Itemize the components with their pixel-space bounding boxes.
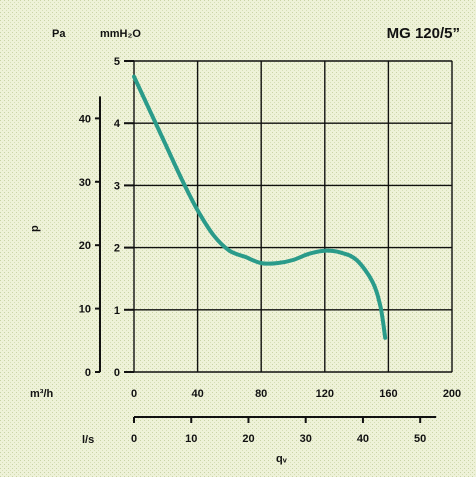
ls-tick-label-50: 50 xyxy=(414,433,426,445)
mm-tick-label-1: 1 xyxy=(114,305,120,317)
mm-tick-label-3: 3 xyxy=(114,180,120,192)
m3h-tick-label-160: 160 xyxy=(379,388,397,400)
y-axis-label-p: p xyxy=(29,225,41,232)
ls-tick-label-30: 30 xyxy=(300,433,312,445)
fan-curve-series xyxy=(132,74,388,340)
model-title: MG 120/5” xyxy=(387,25,460,42)
x-unit-m3h: m³/h xyxy=(30,388,54,400)
x-unit-ls: l/s xyxy=(82,434,94,446)
m3h-tick-label-0: 0 xyxy=(131,388,137,400)
m3h-tick-label-120: 120 xyxy=(316,388,334,400)
ls-tick-label-40: 40 xyxy=(357,433,369,445)
pa-tick-label-0: 0 xyxy=(85,367,91,379)
ls-tick-label-20: 20 xyxy=(242,433,254,445)
ls-tick-label-10: 10 xyxy=(185,433,197,445)
plot-axes xyxy=(95,60,437,423)
y-unit-pa: Pa xyxy=(52,28,66,40)
pa-tick-label-10: 10 xyxy=(79,304,91,316)
mm-tick-label-4: 4 xyxy=(114,118,121,130)
m3h-tick-label-80: 80 xyxy=(255,388,267,400)
pa-tick-label-20: 20 xyxy=(79,240,91,252)
pa-tick-label-40: 40 xyxy=(79,113,91,125)
mm-tick-label-0: 0 xyxy=(114,367,120,379)
mm-tick-label-2: 2 xyxy=(114,243,120,255)
pa-tick-label-30: 30 xyxy=(79,177,91,189)
y-unit-mmh2o: mmH₂O xyxy=(100,28,141,40)
x-axis-label-qv: qᵥ xyxy=(276,453,288,465)
m3h-tick-label-200: 200 xyxy=(443,388,461,400)
plot-grid xyxy=(133,60,453,373)
ls-tick-label-0: 0 xyxy=(131,433,137,445)
m3h-tick-label-40: 40 xyxy=(191,388,203,400)
mm-tick-label-5: 5 xyxy=(114,56,120,68)
